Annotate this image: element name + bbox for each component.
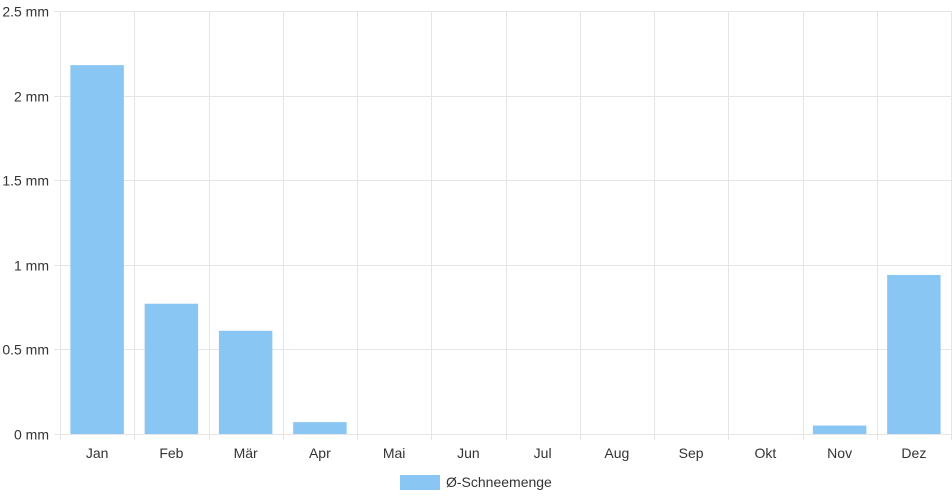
y-tick-label: 0 mm bbox=[14, 427, 49, 443]
bar-mär[interactable] bbox=[218, 330, 273, 434]
x-tick-label: Jan bbox=[86, 445, 109, 461]
x-tick-label: Dez bbox=[901, 445, 926, 461]
bar-dez[interactable] bbox=[887, 274, 941, 434]
x-axis-ticks: Jan Feb Mär Apr Mai Jun Jul Aug Sep Okt Nov Dez bbox=[86, 445, 926, 461]
x-tick-label: Apr bbox=[309, 445, 331, 461]
bar-apr[interactable] bbox=[293, 422, 347, 434]
y-tick-label: 0.5 mm bbox=[2, 342, 49, 358]
x-tick-label: Jun bbox=[457, 445, 480, 461]
y-tick-label: 1.5 mm bbox=[2, 173, 49, 189]
y-tick-label: 1 mm bbox=[14, 258, 49, 274]
bar-feb[interactable] bbox=[144, 303, 199, 434]
x-tick-label: Okt bbox=[754, 445, 776, 461]
chart-legend[interactable]: Ø-Schneemenge bbox=[400, 474, 552, 490]
x-tick-label: Nov bbox=[827, 445, 852, 461]
x-tick-label: Aug bbox=[604, 445, 629, 461]
x-tick-label: Feb bbox=[159, 445, 183, 461]
chart-bars bbox=[70, 65, 941, 435]
bar-jan[interactable] bbox=[70, 65, 124, 435]
chart-grid bbox=[54, 11, 952, 440]
legend-swatch[interactable] bbox=[400, 475, 440, 490]
bar-nov[interactable] bbox=[812, 425, 867, 434]
legend-label[interactable]: Ø-Schneemenge bbox=[446, 474, 552, 490]
y-tick-label: 2 mm bbox=[14, 89, 49, 105]
x-tick-label: Jul bbox=[534, 445, 552, 461]
x-tick-label: Sep bbox=[679, 445, 704, 461]
x-tick-label: Mai bbox=[383, 445, 406, 461]
y-axis-ticks: 0 mm 0.5 mm 1 mm 1.5 mm 2 mm 2.5 mm bbox=[2, 4, 49, 443]
y-tick-label: 2.5 mm bbox=[2, 4, 49, 20]
x-tick-label: Mär bbox=[234, 445, 258, 461]
